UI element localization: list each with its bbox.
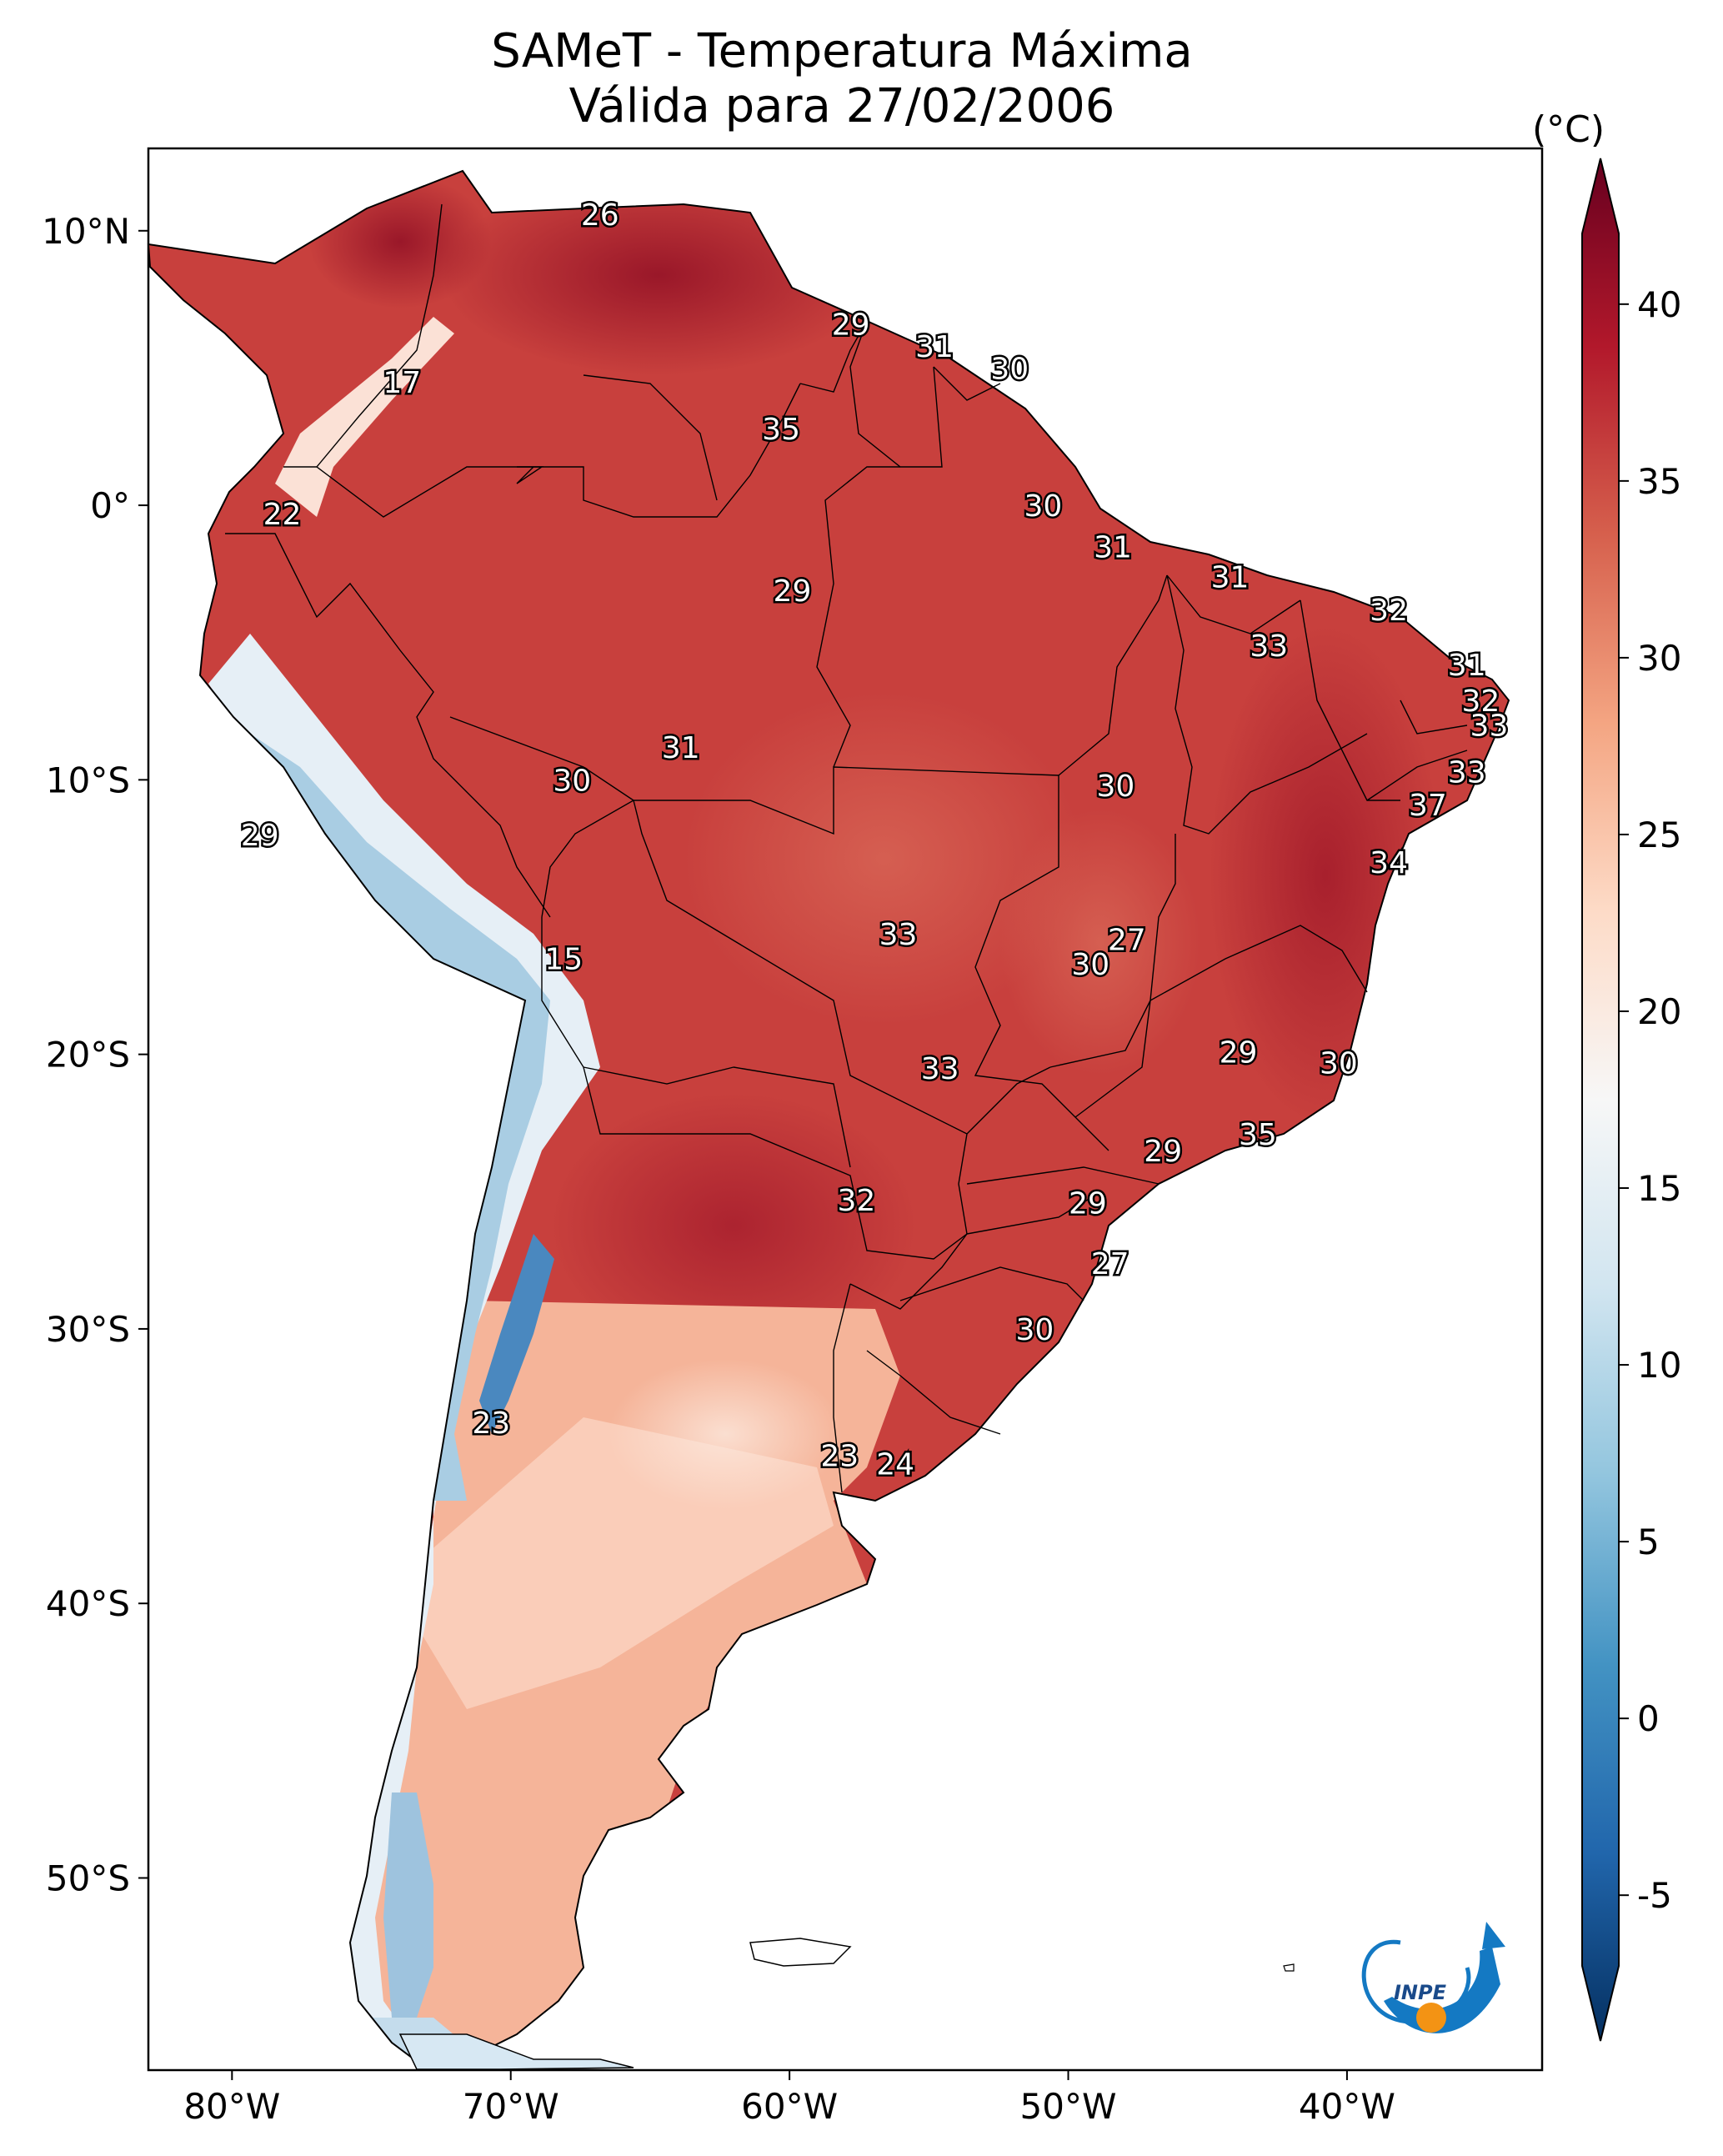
longitude-axis: 80°W 70°W 60°W 50°W 40°W <box>183 2070 1395 2127</box>
station-label: 29 <box>241 819 279 853</box>
lat-tick-label: 30°S <box>46 1309 130 1350</box>
map-title: SAMeT - Temperatura Máxima <box>491 24 1193 78</box>
colorbar: -5 0 5 10 15 20 25 30 35 40 <box>1581 158 1681 2042</box>
station-label: 30 <box>1015 1313 1054 1347</box>
colorbar-unit-label: (°C) <box>1532 108 1605 151</box>
station-label: 34 <box>1370 846 1408 880</box>
station-label: 29 <box>1069 1186 1107 1221</box>
station-label: 33 <box>921 1052 959 1086</box>
map-subtitle: Válida para 27/02/2006 <box>568 79 1115 133</box>
colorbar-tick-label: 40 <box>1637 284 1681 325</box>
lat-tick-label: 0° <box>90 485 130 526</box>
station-label: 27 <box>1108 923 1146 957</box>
station-label: 30 <box>553 764 591 798</box>
station-label: 15 <box>544 942 583 976</box>
colorbar-tick-label: 35 <box>1637 461 1681 502</box>
colorbar-tick-label: 0 <box>1637 1698 1660 1739</box>
station-label: 29 <box>832 308 870 343</box>
colorbar-tick-label: -5 <box>1637 1875 1672 1916</box>
colorbar-tick-label: 20 <box>1637 991 1681 1032</box>
station-label: 33 <box>1470 709 1509 744</box>
station-label: 23 <box>472 1406 510 1441</box>
station-label: 31 <box>915 330 954 364</box>
station-label: 29 <box>1144 1135 1182 1169</box>
station-label: 27 <box>1091 1247 1129 1281</box>
lon-tick-label: 40°W <box>1299 2086 1395 2127</box>
colorbar-tick-label: 15 <box>1637 1168 1681 1209</box>
station-label: 32 <box>1462 684 1500 719</box>
station-label: 31 <box>1211 561 1250 595</box>
lat-tick-label: 10°N <box>42 211 130 252</box>
latitude-axis: 10°N 0° 10°S 20°S 30°S 40°S 50°S <box>42 211 148 1899</box>
lat-tick-label: 40°S <box>46 1583 130 1624</box>
station-label: 33 <box>879 918 918 952</box>
station-label: 31 <box>1448 649 1486 683</box>
station-label: 35 <box>1239 1118 1277 1152</box>
station-label: 30 <box>990 352 1029 386</box>
station-label: 31 <box>662 731 700 765</box>
station-label: 23 <box>820 1439 859 1473</box>
station-label: 17 <box>383 366 421 400</box>
lon-tick-label: 70°W <box>463 2086 559 2127</box>
colorbar-tick-label: 10 <box>1637 1345 1681 1386</box>
station-label: 29 <box>1220 1035 1258 1070</box>
colorbar-tick-label: 30 <box>1637 638 1681 679</box>
station-label: 37 <box>1409 789 1447 823</box>
falkland-islands <box>749 1938 852 1967</box>
station-label: 26 <box>581 198 619 233</box>
station-label: 32 <box>837 1184 875 1218</box>
lon-tick-label: 50°W <box>1020 2086 1117 2127</box>
lat-tick-label: 20°S <box>46 1035 130 1075</box>
station-label: 32 <box>1370 594 1408 628</box>
lon-tick-label: 60°W <box>741 2086 838 2127</box>
logo-text: INPE <box>1394 1981 1447 2004</box>
station-label: 22 <box>263 498 302 532</box>
station-label: 30 <box>1320 1047 1358 1081</box>
station-label: 30 <box>1071 948 1109 982</box>
station-label: 31 <box>1094 530 1132 564</box>
logo-orange-dot <box>1416 2003 1446 2033</box>
lat-tick-label: 50°S <box>46 1858 130 1899</box>
tierra-del-fuego <box>398 2033 634 2070</box>
country-borders <box>225 203 1468 1493</box>
colorbar-tick-label: 5 <box>1637 1522 1660 1562</box>
inpe-logo: INPE <box>1361 1922 1505 2033</box>
station-label: 33 <box>1250 629 1288 664</box>
station-label: 35 <box>762 413 800 447</box>
station-label: 33 <box>1448 755 1486 790</box>
lat-tick-label: 10°S <box>46 760 130 800</box>
lon-tick-label: 80°W <box>183 2086 280 2127</box>
station-label: 24 <box>876 1447 914 1482</box>
station-label: 29 <box>774 574 812 609</box>
station-label: 30 <box>1024 489 1063 524</box>
station-label: 30 <box>1096 770 1134 804</box>
colorbar-tick-label: 25 <box>1637 815 1681 855</box>
